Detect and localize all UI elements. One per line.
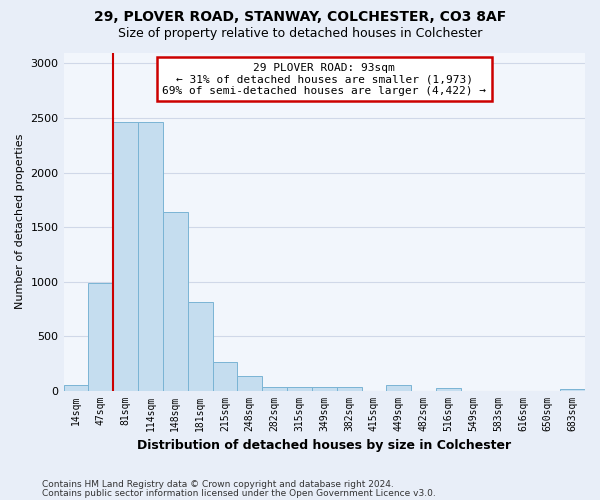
Text: Size of property relative to detached houses in Colchester: Size of property relative to detached ho… [118, 28, 482, 40]
Bar [188, 302, 212, 391]
Bar [386, 385, 411, 391]
Text: Contains HM Land Registry data © Crown copyright and database right 2024.: Contains HM Land Registry data © Crown c… [42, 480, 394, 489]
Bar [163, 212, 188, 391]
Bar [337, 387, 362, 391]
Bar [88, 283, 113, 391]
Bar [312, 386, 337, 391]
Bar [113, 122, 138, 391]
Bar [262, 386, 287, 391]
Text: 29, PLOVER ROAD, STANWAY, COLCHESTER, CO3 8AF: 29, PLOVER ROAD, STANWAY, COLCHESTER, CO… [94, 10, 506, 24]
Bar [436, 388, 461, 391]
X-axis label: Distribution of detached houses by size in Colchester: Distribution of detached houses by size … [137, 440, 511, 452]
Bar [238, 376, 262, 391]
Bar [138, 122, 163, 391]
Bar [212, 362, 238, 391]
Text: Contains public sector information licensed under the Open Government Licence v3: Contains public sector information licen… [42, 488, 436, 498]
Bar [287, 386, 312, 391]
Bar [560, 389, 585, 391]
Y-axis label: Number of detached properties: Number of detached properties [15, 134, 25, 310]
Text: 29 PLOVER ROAD: 93sqm
← 31% of detached houses are smaller (1,973)
69% of semi-d: 29 PLOVER ROAD: 93sqm ← 31% of detached … [162, 62, 486, 96]
Bar [64, 385, 88, 391]
